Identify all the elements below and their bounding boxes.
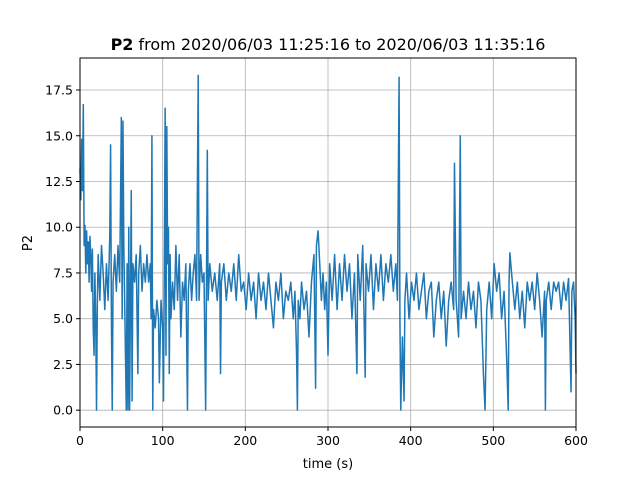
ticks: 0 100 200 300 400 500 600 0.0 2.5 5.0 7.5 10.0 12.5 1… — [45, 83, 588, 448]
x-tick-label: 500 — [481, 433, 505, 448]
y-axis-label: P2 — [21, 235, 36, 251]
y-tick-label: 17.5 — [45, 83, 73, 98]
plot — [79, 74, 577, 411]
x-tick-label: 0 — [76, 433, 84, 448]
y-tick-label: 12.5 — [45, 174, 73, 189]
y-tick-label: 2.5 — [53, 357, 73, 372]
x-tick-label: 600 — [564, 433, 588, 448]
data-line — [79, 74, 577, 411]
x-tick-label: 300 — [316, 433, 340, 448]
x-tick-label: 200 — [233, 433, 257, 448]
y-tick-label: 7.5 — [53, 265, 73, 280]
title-bold: P2 — [111, 35, 134, 54]
chart-title: P2 from 2020/06/03 11:25:16 to 2020/06/0… — [111, 35, 546, 54]
x-axis-label: time (s) — [303, 457, 353, 472]
y-tick-label: 15.0 — [45, 128, 73, 143]
title-rest: from 2020/06/03 11:25:16 to 2020/06/03 1… — [139, 35, 546, 54]
y-tick-label: 5.0 — [53, 311, 73, 326]
axes-frame — [79, 57, 577, 428]
x-tick-label: 100 — [151, 433, 175, 448]
y-tick-label: 0.0 — [53, 403, 73, 418]
y-tick-label: 10.0 — [45, 220, 73, 235]
x-tick-label: 400 — [399, 433, 423, 448]
